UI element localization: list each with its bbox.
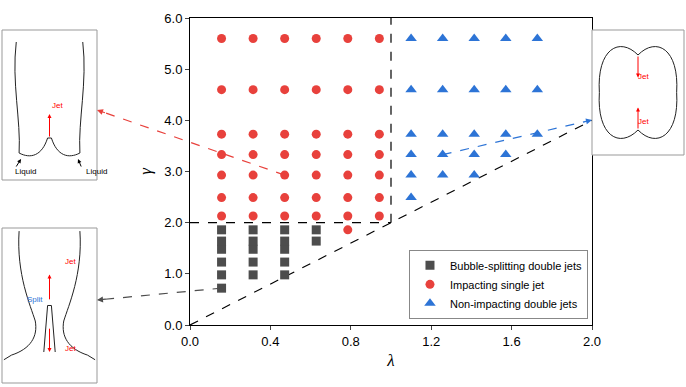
svg-text:1.0: 1.0: [164, 266, 182, 281]
svg-text:6.0: 6.0: [164, 11, 182, 26]
svg-text:Jet: Jet: [638, 117, 649, 126]
svg-text:Liquid: Liquid: [86, 167, 107, 176]
svg-text:0.0: 0.0: [164, 318, 182, 333]
svg-text:1.6: 1.6: [503, 334, 521, 349]
svg-text:Jet: Jet: [638, 72, 649, 81]
svg-text:Jet: Jet: [65, 257, 76, 266]
svg-text:0.0: 0.0: [181, 334, 199, 349]
svg-text:0.4: 0.4: [261, 334, 279, 349]
svg-text:Jet: Jet: [65, 344, 76, 353]
svg-text:5.0: 5.0: [164, 62, 182, 77]
svg-text:2.0: 2.0: [164, 215, 182, 230]
svg-text:0.8: 0.8: [342, 334, 360, 349]
svg-text:γ: γ: [136, 167, 155, 175]
svg-text:Jet: Jet: [52, 101, 63, 110]
svg-text:1.2: 1.2: [422, 334, 440, 349]
svg-text:Impacting single jet: Impacting single jet: [450, 279, 544, 291]
svg-text:2.0: 2.0: [583, 334, 601, 349]
svg-text:Bubble-splitting double jets: Bubble-splitting double jets: [450, 260, 582, 272]
svg-text:4.0: 4.0: [164, 113, 182, 128]
svg-text:3.0: 3.0: [164, 164, 182, 179]
svg-text:λ: λ: [386, 351, 394, 370]
svg-text:Non-impacting double jets: Non-impacting double jets: [450, 298, 578, 310]
svg-text:Liquid: Liquid: [15, 167, 36, 176]
svg-text:Split: Split: [27, 295, 43, 304]
